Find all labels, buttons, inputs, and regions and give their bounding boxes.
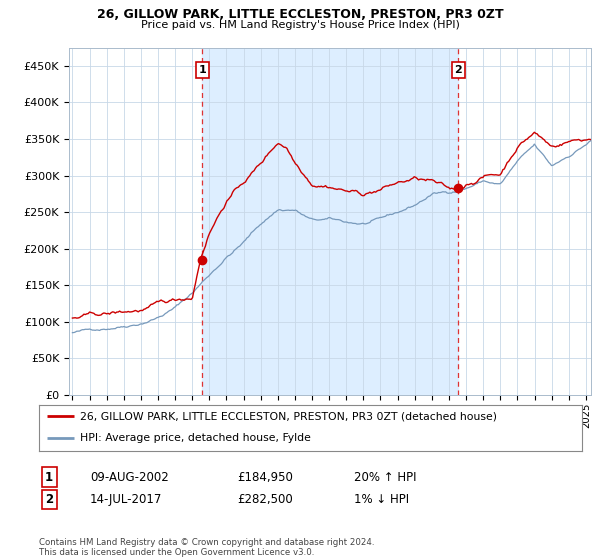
- Text: 2: 2: [45, 493, 53, 506]
- Text: Price paid vs. HM Land Registry's House Price Index (HPI): Price paid vs. HM Land Registry's House …: [140, 20, 460, 30]
- Text: Contains HM Land Registry data © Crown copyright and database right 2024.
This d: Contains HM Land Registry data © Crown c…: [39, 538, 374, 557]
- Text: 26, GILLOW PARK, LITTLE ECCLESTON, PRESTON, PR3 0ZT (detached house): 26, GILLOW PARK, LITTLE ECCLESTON, PREST…: [80, 412, 497, 422]
- Text: £282,500: £282,500: [237, 493, 293, 506]
- Text: HPI: Average price, detached house, Fylde: HPI: Average price, detached house, Fyld…: [80, 433, 311, 444]
- Text: 14-JUL-2017: 14-JUL-2017: [90, 493, 163, 506]
- Text: 1: 1: [199, 65, 206, 75]
- Text: 26, GILLOW PARK, LITTLE ECCLESTON, PRESTON, PR3 0ZT: 26, GILLOW PARK, LITTLE ECCLESTON, PREST…: [97, 8, 503, 21]
- Text: £184,950: £184,950: [237, 470, 293, 484]
- Text: 09-AUG-2002: 09-AUG-2002: [90, 470, 169, 484]
- Text: 2: 2: [454, 65, 462, 75]
- Text: 20% ↑ HPI: 20% ↑ HPI: [354, 470, 416, 484]
- Text: 1% ↓ HPI: 1% ↓ HPI: [354, 493, 409, 506]
- Bar: [202, 48, 458, 395]
- Text: 1: 1: [45, 470, 53, 484]
